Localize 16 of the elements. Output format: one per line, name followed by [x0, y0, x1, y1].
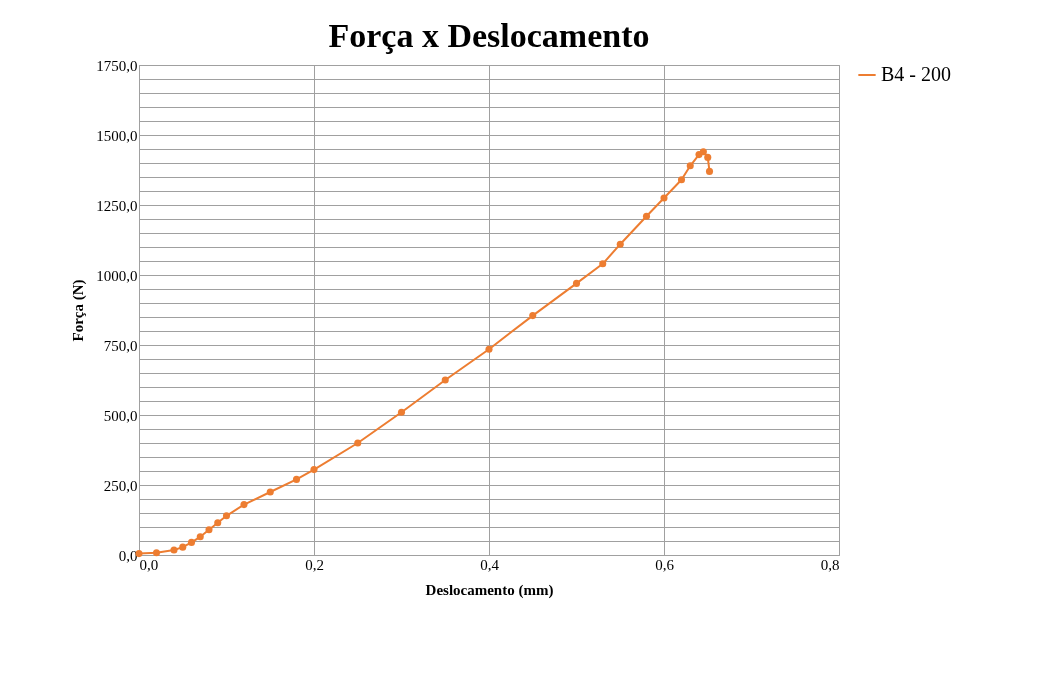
y-tick-label: 1500,0 — [96, 127, 138, 144]
y-tick-label: 750,0 — [103, 337, 138, 354]
x-tick-label: 0,8 — [820, 556, 840, 573]
y-tick-label: 1000,0 — [96, 267, 138, 284]
y-tick-label: 500,0 — [103, 407, 138, 424]
chart-title: Força x Deslocamento — [328, 17, 650, 54]
x-tick-label: 0,2 — [305, 556, 324, 573]
y-tick-label: 250,0 — [103, 477, 138, 494]
x-tick-label: 0,6 — [655, 556, 675, 573]
x-axis-title: Deslocamento (mm) — [425, 581, 554, 599]
x-tick-label: 0,4 — [480, 556, 500, 573]
x-tick-label: 0,0 — [139, 556, 159, 573]
y-tick-label: 1250,0 — [96, 197, 138, 214]
legend-label: B4 - 200 — [881, 63, 951, 85]
y-axis-title: Força (N) — [70, 279, 88, 342]
y-tick-label: 1750,0 — [96, 57, 138, 74]
